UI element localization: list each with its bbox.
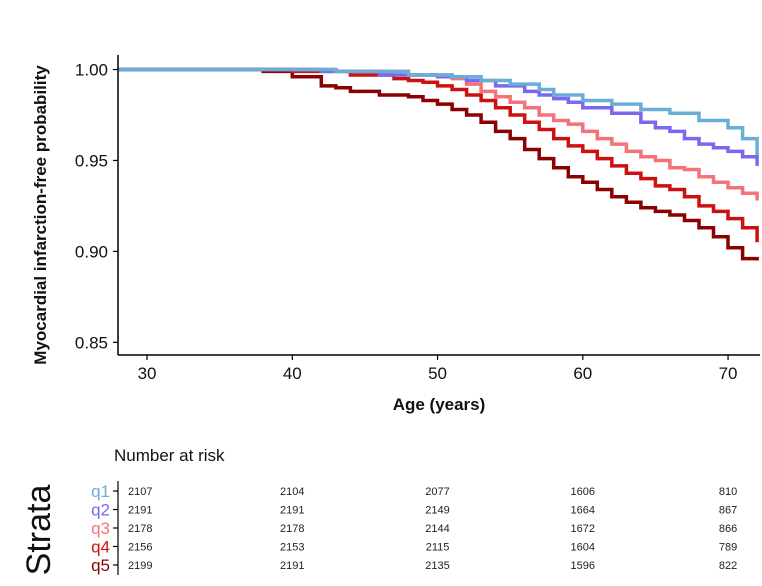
strata-label-q4: q4	[91, 538, 110, 557]
risk-table: Number at risk Strata q1 2107 2104 2077 1606 81…	[20, 446, 737, 575]
series-line-q4	[118, 67, 759, 243]
risk-cell: 2077	[425, 486, 449, 498]
series-line-q3	[118, 67, 759, 201]
x-axis-title: Age (years)	[393, 395, 486, 414]
risk-cell: 2199	[128, 560, 152, 572]
x-tick-label: 30	[138, 364, 157, 383]
risk-cell: 2104	[280, 486, 304, 498]
x-tick-label: 40	[283, 364, 302, 383]
risk-cell: 1664	[571, 505, 595, 517]
risk-cell: 2149	[425, 505, 449, 517]
risk-cell: 1596	[571, 560, 595, 572]
risk-cell: 867	[719, 505, 737, 517]
strata-label-q1: q1	[91, 482, 110, 501]
strata-title: Strata	[20, 485, 58, 576]
y-axis-title: Myocardial infarction-free probability	[31, 65, 50, 365]
risk-cell: 1604	[571, 542, 595, 554]
risk-cell: 2178	[280, 523, 304, 535]
x-tick-label: 60	[573, 364, 592, 383]
risk-cell: 2135	[425, 560, 449, 572]
risk-cell: 866	[719, 523, 737, 535]
risk-table-title: Number at risk	[114, 446, 225, 465]
risk-cell: 810	[719, 486, 737, 498]
strata-label-q3: q3	[91, 519, 110, 538]
y-tick-label: 0.95	[75, 151, 108, 170]
risk-cell: 2191	[128, 505, 152, 517]
risk-cell: 2178	[128, 523, 152, 535]
risk-cell: 2115	[426, 542, 450, 554]
y-tick-label: 0.90	[75, 242, 108, 261]
x-tick-label: 50	[428, 364, 447, 383]
risk-cell: 2107	[128, 486, 152, 498]
plot-area	[118, 67, 759, 261]
axes: 0.85 0.90 0.95 1.00 30 40 50 60 70 Age (years) Myo…	[31, 55, 760, 414]
risk-cell: 2191	[280, 505, 304, 517]
risk-cell: 822	[719, 560, 737, 572]
risk-cell: 2144	[425, 523, 449, 535]
series-line-q1	[118, 67, 759, 155]
risk-cell: 1672	[571, 523, 595, 535]
x-tick-label: 70	[719, 364, 738, 383]
y-tick-label: 1.00	[75, 61, 108, 80]
strata-label-q5: q5	[91, 556, 110, 575]
risk-cell: 1606	[571, 486, 595, 498]
risk-cell: 2156	[128, 542, 152, 554]
risk-cell: 2191	[280, 560, 304, 572]
strata-label-q2: q2	[91, 501, 110, 520]
risk-cell: 789	[719, 542, 737, 554]
risk-cell: 2153	[280, 542, 304, 554]
series-line-q5	[118, 67, 759, 261]
y-tick-label: 0.85	[75, 333, 108, 352]
